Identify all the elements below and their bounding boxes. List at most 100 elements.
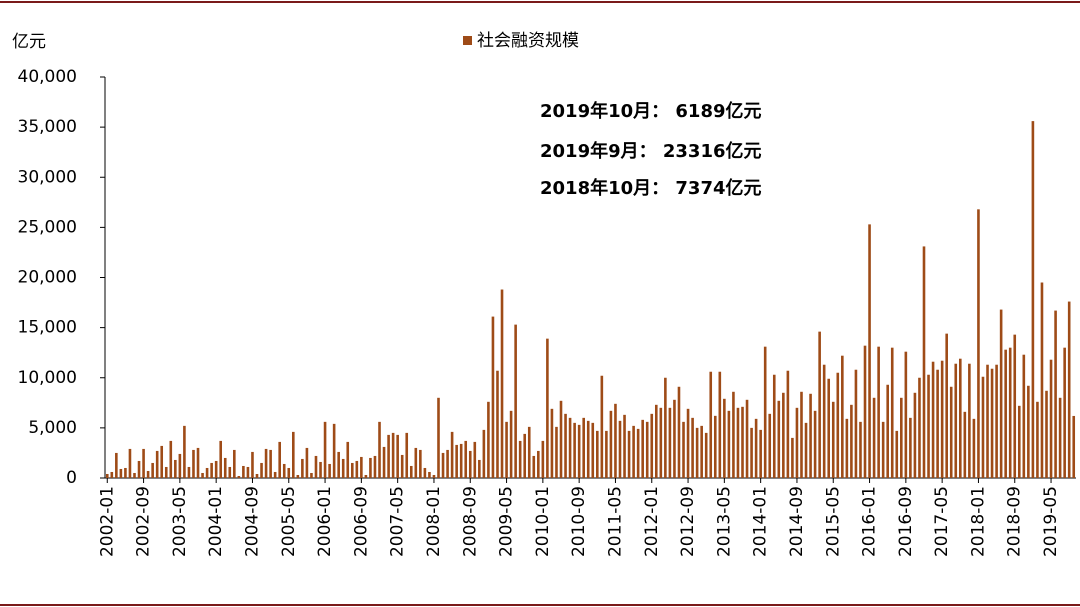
bar bbox=[809, 393, 812, 478]
bar bbox=[110, 471, 114, 478]
bar bbox=[1067, 301, 1071, 478]
annotation: 2019年10月： 6189亿元 bbox=[540, 100, 762, 122]
bar bbox=[264, 448, 268, 478]
bar bbox=[478, 459, 481, 478]
bar bbox=[296, 474, 300, 478]
legend-swatch bbox=[463, 36, 472, 45]
bar bbox=[1049, 359, 1053, 478]
bar bbox=[369, 457, 372, 478]
bar bbox=[804, 422, 808, 478]
bar bbox=[337, 451, 340, 478]
bar bbox=[328, 463, 331, 478]
bar bbox=[446, 449, 449, 478]
bar bbox=[691, 417, 694, 478]
bar bbox=[491, 316, 495, 478]
x-tick-label: 2015-05 bbox=[823, 486, 843, 557]
bar bbox=[972, 418, 976, 478]
bar bbox=[323, 421, 327, 478]
x-tick-label: 2014-01 bbox=[751, 486, 771, 557]
x-tick-label: 2004-09 bbox=[242, 486, 262, 557]
bar bbox=[1013, 334, 1017, 478]
bar bbox=[990, 368, 994, 478]
bar bbox=[813, 410, 817, 478]
bar bbox=[146, 470, 150, 478]
bar bbox=[954, 363, 958, 478]
bar bbox=[995, 364, 998, 478]
x-tick-label: 2004-01 bbox=[206, 486, 226, 557]
bar bbox=[913, 392, 917, 478]
x-tick-label: 2016-09 bbox=[896, 486, 916, 557]
bar bbox=[419, 449, 422, 478]
y-tick-label: 25,000 bbox=[18, 217, 77, 237]
bar bbox=[405, 432, 409, 478]
bar bbox=[378, 421, 381, 478]
bar bbox=[872, 397, 876, 478]
bar bbox=[192, 449, 195, 478]
bar bbox=[854, 369, 858, 478]
bar bbox=[945, 333, 948, 478]
bar bbox=[233, 449, 236, 478]
bar bbox=[759, 429, 762, 478]
bar bbox=[782, 392, 785, 478]
y-tick-label: 30,000 bbox=[18, 167, 77, 187]
bar bbox=[242, 465, 245, 478]
bar bbox=[360, 456, 363, 478]
x-tick-label: 2002-01 bbox=[97, 486, 117, 557]
bar bbox=[246, 466, 250, 478]
bar bbox=[632, 425, 635, 478]
bar bbox=[124, 467, 127, 478]
bar bbox=[346, 441, 350, 478]
bar bbox=[187, 466, 191, 478]
bar bbox=[310, 472, 313, 478]
bar bbox=[772, 374, 776, 478]
bar bbox=[836, 372, 840, 478]
bar bbox=[1072, 415, 1076, 478]
annotation: 2018年10月： 7374亿元 bbox=[540, 177, 762, 199]
bar bbox=[201, 472, 204, 478]
bar bbox=[550, 408, 554, 478]
bar bbox=[487, 401, 490, 478]
bar bbox=[292, 431, 295, 478]
bar bbox=[904, 351, 908, 478]
bar bbox=[1008, 347, 1012, 478]
bar bbox=[981, 376, 985, 478]
bar bbox=[1058, 397, 1062, 478]
bar bbox=[432, 474, 436, 478]
bar bbox=[282, 463, 286, 478]
bar bbox=[523, 433, 527, 478]
annotation: 2019年9月： 23316亿元 bbox=[540, 140, 762, 162]
bar bbox=[999, 309, 1003, 478]
bar bbox=[768, 413, 772, 478]
bar bbox=[927, 374, 930, 478]
bar bbox=[364, 474, 368, 478]
bar bbox=[963, 411, 967, 478]
bar bbox=[859, 421, 862, 478]
bar bbox=[319, 461, 322, 478]
bar bbox=[977, 209, 980, 478]
y-tick-label: 0 bbox=[66, 468, 77, 488]
bar bbox=[745, 399, 749, 478]
bar bbox=[822, 364, 826, 478]
bar bbox=[1017, 405, 1021, 478]
bar bbox=[881, 421, 885, 478]
x-tick-label: 2007-05 bbox=[388, 486, 408, 557]
bar bbox=[763, 346, 767, 478]
bar bbox=[582, 417, 585, 478]
bar bbox=[509, 410, 513, 478]
bar bbox=[940, 360, 944, 478]
bar bbox=[754, 418, 758, 478]
bar bbox=[133, 472, 136, 478]
bar bbox=[151, 462, 154, 478]
y-tick-label: 5,000 bbox=[28, 418, 77, 438]
x-tick-label: 2018-09 bbox=[1005, 486, 1025, 557]
bar bbox=[741, 406, 744, 478]
bar bbox=[677, 386, 681, 478]
bar bbox=[700, 425, 703, 478]
bar bbox=[682, 421, 685, 478]
bar bbox=[350, 462, 354, 478]
bar bbox=[614, 403, 617, 478]
y-tick-label: 20,000 bbox=[18, 268, 77, 288]
bar bbox=[704, 432, 708, 478]
x-tick-label: 2005-05 bbox=[279, 486, 299, 557]
